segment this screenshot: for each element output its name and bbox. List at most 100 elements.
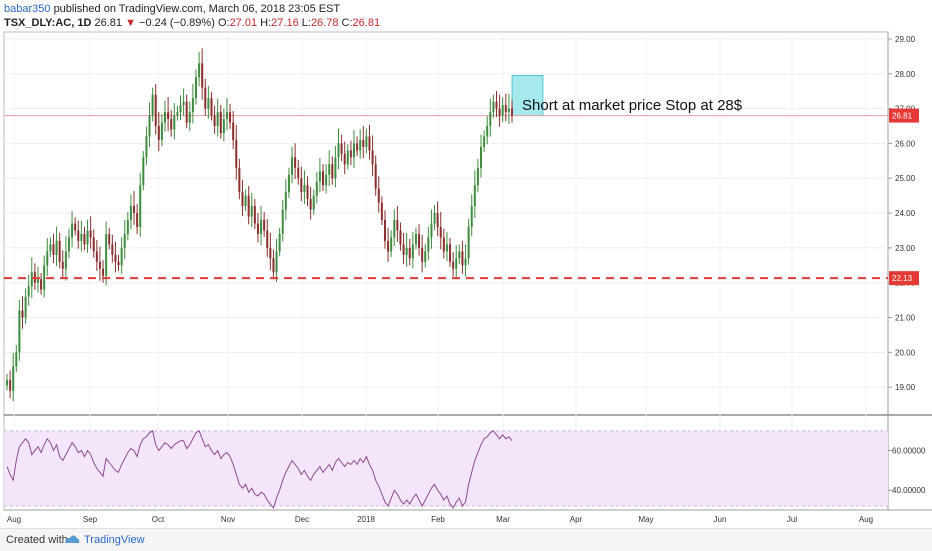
candle-body bbox=[95, 251, 98, 262]
candle-body bbox=[219, 112, 222, 133]
candle bbox=[408, 238, 411, 266]
candle-body bbox=[492, 101, 495, 113]
candle bbox=[117, 254, 120, 271]
candle-body bbox=[102, 268, 105, 276]
candle-body bbox=[46, 251, 49, 266]
candle bbox=[151, 87, 154, 122]
price-tick-label: 20.00 bbox=[895, 348, 916, 357]
candle bbox=[167, 97, 170, 132]
candle-body bbox=[467, 226, 470, 259]
candle bbox=[229, 104, 232, 129]
candle bbox=[201, 48, 204, 100]
candle-body bbox=[399, 230, 402, 245]
candle bbox=[213, 105, 216, 134]
symbol-label[interactable]: TSX_DLY:AC, 1D bbox=[4, 17, 92, 29]
candle-body bbox=[470, 206, 473, 227]
candle bbox=[306, 176, 309, 207]
candle-body bbox=[325, 174, 328, 186]
candle-body bbox=[136, 213, 139, 227]
candle bbox=[473, 170, 476, 219]
candle bbox=[185, 94, 188, 129]
tradingview-logo-icon[interactable] bbox=[64, 533, 80, 546]
candle-body bbox=[315, 181, 318, 196]
candle bbox=[136, 204, 139, 235]
candle-body bbox=[108, 233, 111, 245]
down-triangle-icon: ▼ bbox=[125, 17, 136, 29]
candle-body bbox=[9, 380, 12, 391]
candle-body bbox=[61, 261, 64, 269]
candle-body bbox=[105, 233, 108, 276]
candle-body bbox=[256, 223, 259, 234]
candle bbox=[501, 97, 504, 122]
candle-body bbox=[238, 167, 241, 193]
candle bbox=[356, 136, 359, 157]
candle bbox=[204, 78, 207, 116]
candle-body bbox=[371, 150, 374, 165]
support-price-badge bbox=[889, 271, 919, 286]
candle-body bbox=[349, 150, 352, 158]
author-link[interactable]: babar350 bbox=[4, 3, 51, 15]
candle-body bbox=[334, 157, 337, 179]
candle-body bbox=[318, 171, 321, 182]
candle bbox=[244, 189, 247, 212]
candle-body bbox=[201, 63, 204, 88]
time-tick-label: Dec bbox=[295, 515, 309, 524]
candle-body bbox=[393, 220, 396, 238]
candle bbox=[148, 102, 151, 148]
candle-body bbox=[244, 195, 247, 207]
candle bbox=[160, 114, 163, 147]
candle-body bbox=[64, 251, 67, 269]
candle bbox=[71, 211, 74, 248]
candle-body bbox=[15, 352, 18, 367]
candle bbox=[216, 98, 219, 137]
candle bbox=[194, 69, 197, 105]
price-chart[interactable]: 19.0020.0021.0022.0023.0024.0025.0026.00… bbox=[0, 0, 932, 528]
candle-body bbox=[92, 237, 95, 252]
candle-body bbox=[452, 261, 455, 269]
candle bbox=[275, 238, 278, 283]
candle-body bbox=[207, 98, 210, 109]
candle-body bbox=[89, 230, 92, 238]
candle-body bbox=[405, 247, 408, 255]
candle-body bbox=[185, 101, 188, 123]
candle bbox=[325, 164, 328, 194]
candle bbox=[486, 116, 489, 145]
candle bbox=[9, 370, 12, 399]
candle bbox=[414, 227, 417, 250]
candle bbox=[207, 85, 210, 119]
candle bbox=[64, 236, 67, 281]
candle bbox=[343, 141, 346, 175]
candle-body bbox=[117, 261, 120, 266]
candle-body bbox=[284, 192, 287, 210]
candle bbox=[476, 158, 479, 193]
candle bbox=[170, 110, 173, 137]
candle bbox=[464, 244, 467, 277]
candle-body bbox=[501, 105, 504, 116]
candle bbox=[18, 299, 21, 361]
last-price-badge bbox=[889, 108, 919, 123]
time-tick-label: Aug bbox=[859, 515, 873, 524]
candle bbox=[139, 172, 142, 237]
candle bbox=[334, 145, 337, 188]
candle-body bbox=[473, 185, 476, 207]
candle bbox=[383, 210, 386, 249]
candle bbox=[222, 108, 225, 142]
candle-body bbox=[294, 157, 297, 168]
candle bbox=[27, 274, 30, 306]
candle-body bbox=[36, 279, 39, 283]
candle bbox=[67, 228, 70, 259]
candle-body bbox=[387, 240, 390, 252]
candle bbox=[123, 219, 126, 260]
candle-body bbox=[21, 310, 24, 318]
candle-body bbox=[421, 247, 424, 262]
tradingview-brand[interactable]: TradingView bbox=[84, 534, 145, 546]
candle-body bbox=[182, 101, 185, 106]
candle-body bbox=[297, 167, 300, 179]
candle-body bbox=[356, 143, 359, 151]
candle-body bbox=[309, 199, 312, 210]
candle bbox=[111, 234, 114, 263]
open-label: O: bbox=[217, 17, 230, 29]
candle bbox=[374, 155, 377, 196]
candle-body bbox=[74, 223, 77, 231]
highlight-box[interactable] bbox=[511, 75, 544, 117]
